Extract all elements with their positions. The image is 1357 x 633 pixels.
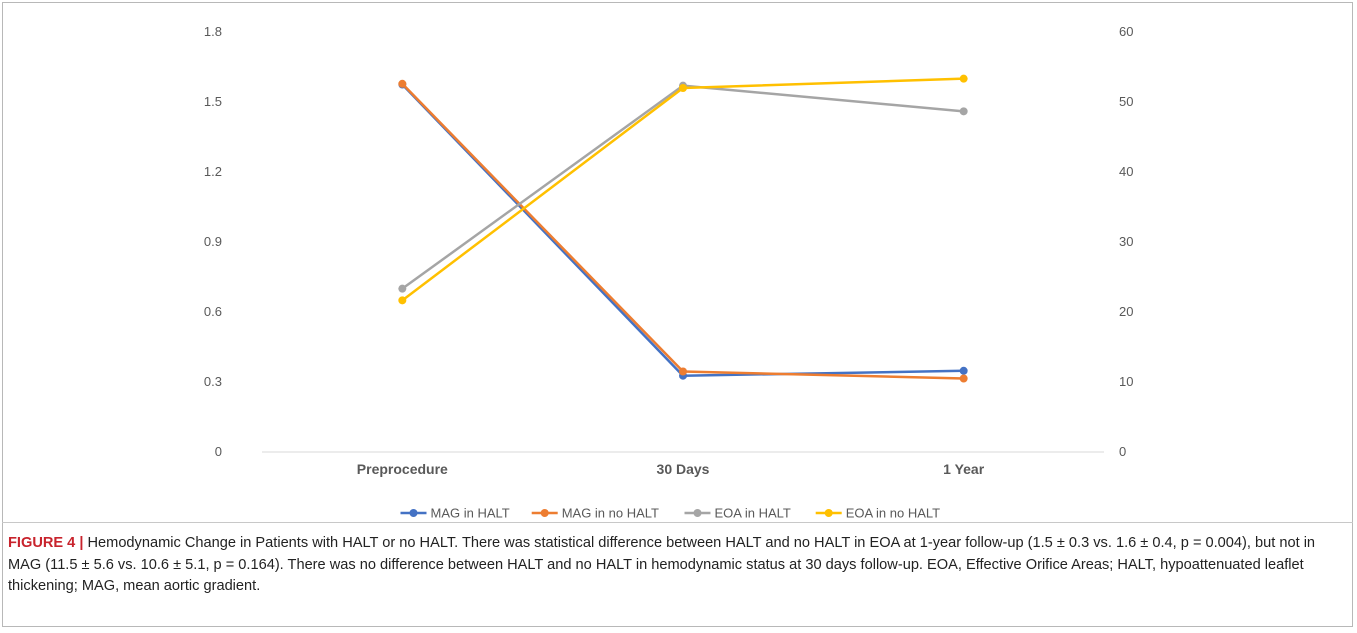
data-point bbox=[679, 367, 687, 376]
y-right-tick-label: 40 bbox=[1119, 164, 1133, 179]
series-mag-in-no-halt bbox=[398, 79, 968, 383]
caption-divider bbox=[2, 522, 1353, 523]
y-right-tick-label: 60 bbox=[1119, 24, 1133, 39]
legend-label: MAG in no HALT bbox=[562, 506, 659, 521]
series-eoa-in-no-halt bbox=[398, 74, 968, 305]
data-point bbox=[959, 74, 968, 83]
data-point bbox=[959, 374, 968, 383]
legend-item: MAG in HALT bbox=[400, 506, 510, 521]
data-point bbox=[398, 284, 407, 293]
y-left-tick-label: 0 bbox=[215, 444, 222, 459]
y-left-tick-label: 0.3 bbox=[204, 374, 222, 389]
figure-label: FIGURE 4 | bbox=[8, 535, 84, 551]
data-point bbox=[398, 79, 407, 88]
x-category-label: Preprocedure bbox=[357, 461, 448, 477]
x-category-label: 30 Days bbox=[657, 461, 710, 477]
axis-layer: 0 0.3 0.6 0.9 1.2 1.5 1.8 0 10 20 30 40 50 60 Preproce… bbox=[204, 24, 1134, 477]
figure-caption: FIGURE 4 | Hemodynamic Change in Patient… bbox=[8, 533, 1343, 598]
series-line bbox=[401, 84, 964, 290]
y-right-tick-label: 20 bbox=[1119, 304, 1133, 319]
legend-item: EOA in no HALT bbox=[815, 506, 940, 521]
y-right-tick-label: 30 bbox=[1119, 234, 1133, 249]
caption-text: Hemodynamic Change in Patients with HALT… bbox=[8, 535, 1316, 594]
series-line bbox=[401, 77, 964, 302]
y-left-tick-label: 1.2 bbox=[204, 164, 222, 179]
y-right-tick-label: 0 bbox=[1119, 444, 1126, 459]
legend: MAG in HALT MAG in no HALT EOA in HALT EOA … bbox=[400, 506, 940, 521]
legend-item: EOA in HALT bbox=[684, 506, 791, 521]
legend-label: EOA in HALT bbox=[715, 506, 791, 521]
y-left-tick-label: 0.9 bbox=[204, 234, 222, 249]
line-chart: 0 0.3 0.6 0.9 1.2 1.5 1.8 0 10 20 30 40 50 60 Preproce… bbox=[204, 24, 1134, 521]
y-right-tick-label: 10 bbox=[1119, 374, 1133, 389]
legend-label: EOA in no HALT bbox=[846, 506, 940, 521]
legend-swatch-marker bbox=[693, 509, 702, 517]
x-category-label: 1 Year bbox=[943, 461, 985, 477]
legend-label: MAG in HALT bbox=[431, 506, 510, 521]
series-line bbox=[401, 83, 964, 377]
data-point bbox=[398, 296, 407, 305]
legend-swatch-marker bbox=[824, 509, 833, 517]
data-point bbox=[679, 84, 687, 92]
series-line bbox=[401, 82, 964, 380]
series-eoa-in-halt bbox=[398, 81, 968, 293]
y-left-tick-label: 0.6 bbox=[204, 304, 222, 319]
legend-swatch-marker bbox=[540, 509, 549, 517]
y-left-tick-label: 1.8 bbox=[204, 24, 222, 39]
series-layer bbox=[398, 74, 968, 383]
data-point bbox=[959, 366, 968, 375]
y-right-tick-label: 50 bbox=[1119, 94, 1133, 109]
legend-item: MAG in no HALT bbox=[531, 506, 659, 521]
y-left-tick-label: 1.5 bbox=[204, 94, 222, 109]
data-point bbox=[959, 107, 968, 116]
legend-swatch-marker bbox=[409, 509, 418, 517]
